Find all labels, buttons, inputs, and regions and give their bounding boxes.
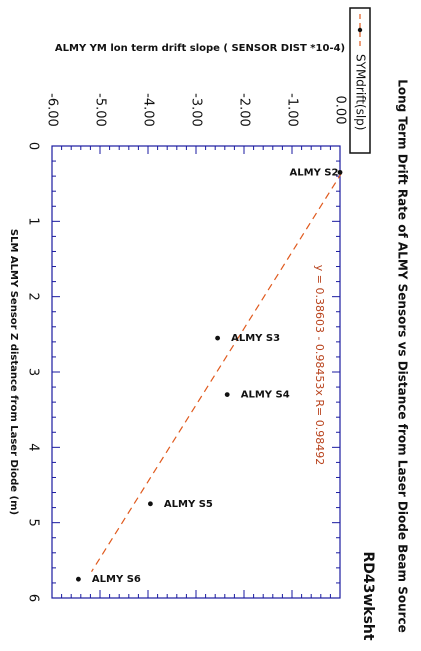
x-tick-label: 0	[26, 142, 41, 150]
y-tick-label: 0.00	[333, 96, 348, 125]
x-tick-label: 3	[26, 368, 41, 376]
data-point-label: ALMY S5	[164, 499, 213, 510]
x-tick-label: 6	[26, 594, 41, 602]
chart-title: Long Term Drift Rate of ALMY Sensors vs …	[396, 79, 410, 633]
x-tick-label: 5	[26, 519, 41, 527]
fit-equation-label: y = 0.38603 - 0.98453x R= 0.98492	[313, 265, 326, 466]
data-point	[148, 501, 153, 507]
y-tick-label: -5.00	[93, 93, 108, 127]
data-point-label: ALMY S6	[92, 574, 141, 585]
data-point	[76, 576, 81, 582]
data-point	[337, 169, 343, 175]
y-axis-title: ALMY YM lon term drift slope ( SENSOR DI…	[55, 43, 345, 54]
y-tick-label: -6.00	[45, 93, 60, 127]
data-point-label: ALMY S3	[231, 333, 280, 344]
y-tick-label: -3.00	[189, 93, 204, 127]
y-tick-label: -4.00	[141, 93, 156, 127]
x-axis-title: SLM ALMY Sensor Z distance from Laser Di…	[8, 229, 19, 515]
legend-marker-swatch	[357, 27, 363, 33]
x-tick-label: 2	[26, 293, 41, 301]
x-tick-label: 4	[26, 443, 41, 451]
x-tick-label: 1	[26, 217, 41, 225]
legend-label: SYMdrift(slp)	[354, 54, 368, 130]
legend-box	[349, 7, 371, 154]
fit-line	[91, 172, 343, 572]
y-tick-label: -1.00	[285, 93, 300, 127]
data-point-label: ALMY S4	[241, 390, 290, 401]
data-point	[224, 392, 230, 397]
data-point-label: ALMY S2	[290, 167, 339, 178]
plot-frame	[51, 145, 341, 599]
y-tick-label: -2.00	[237, 93, 252, 127]
data-point	[215, 335, 221, 341]
worksheet-label: RD43wksht	[360, 551, 376, 640]
